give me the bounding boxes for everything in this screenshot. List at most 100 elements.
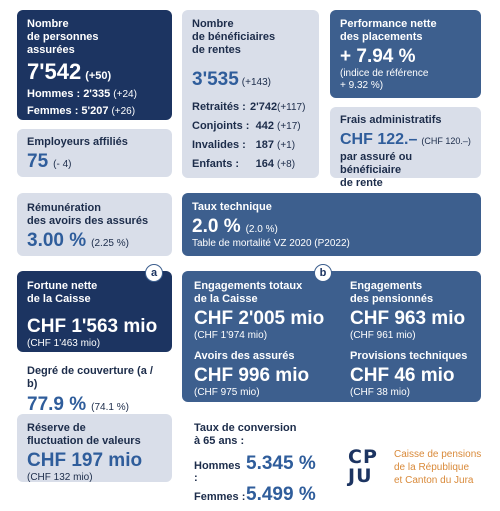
- beneficiaries-row-disabled: Invalides : 187 (+1): [192, 139, 309, 158]
- row-delta: (+8): [277, 159, 296, 170]
- row-value: 164: [255, 158, 274, 170]
- employers-title: Employeurs affiliés: [27, 136, 128, 148]
- net-assets-prev: (CHF 1'463 mio): [27, 338, 101, 349]
- reserve-value: CHF 197 mio: [27, 450, 143, 471]
- beneficiaries-row-children: Enfants : 164 (+8): [192, 158, 309, 177]
- row-value: 2'742: [250, 101, 278, 113]
- card-persons-insured: Nombre de personnes assurées 7'542 (+50)…: [17, 10, 172, 120]
- card-coverage-ratio: Degré de couverture (a / b) 77.9 % (74.1…: [17, 360, 172, 415]
- coverage-prev: (74.1 %): [91, 402, 129, 413]
- card-pension-beneficiaries: Nombre de bénéficiaires de rentes 3'535 …: [182, 10, 319, 178]
- net-assets-value: CHF 1'563 mio: [27, 316, 158, 337]
- remuneration-title-1: Rémunération: [27, 202, 101, 214]
- persons-men-label: Hommes :: [27, 88, 81, 100]
- persons-delta: (+50): [85, 70, 112, 82]
- coverage-title: Degré de couverture (a / b): [27, 365, 153, 390]
- row-label: Invalides :: [192, 139, 246, 151]
- card-remuneration: Rémunération des avoirs des assurés 3.00…: [17, 193, 172, 256]
- technical-rate-mortality-table: Table de mortalité VZ 2020 (P2022): [192, 238, 350, 249]
- technical-provisions-title: Provisions techniques: [350, 350, 468, 362]
- row-delta: (+1): [277, 140, 296, 151]
- pensioner-liabilities-title-1: Engagements: [350, 280, 423, 292]
- persons-women-delta: (+26): [111, 106, 136, 117]
- row-delta: (+17): [277, 121, 301, 132]
- persons-women-value: 5'207: [81, 105, 109, 117]
- employers-delta: (- 4): [53, 159, 72, 170]
- remuneration-value: 3.00 %: [27, 230, 87, 251]
- logo-text-line-1: Caisse de pensions: [394, 449, 482, 460]
- card-liabilities: Engagements totaux de la Caisse CHF 2'00…: [182, 271, 481, 402]
- pensioner-liabilities-title-2: des pensionnés: [350, 293, 434, 305]
- row-label: Enfants :: [192, 158, 240, 170]
- cpju-logo-mark: CP JU: [348, 448, 388, 486]
- card-net-assets: Fortune nette de la Caisse CHF 1'563 mio…: [17, 271, 172, 352]
- pensioner-liabilities-value: CHF 963 mio: [350, 308, 466, 329]
- total-liabilities-prev: (CHF 1'974 mio): [194, 330, 268, 341]
- persons-title-2: de personnes: [27, 31, 99, 43]
- logo-letters-bottom: JU: [348, 465, 373, 487]
- reserve-title-1: Réserve de: [27, 422, 86, 434]
- badge-b: b: [314, 264, 332, 282]
- total-liabilities-title-2: de la Caisse: [194, 293, 258, 305]
- remuneration-title-2: des avoirs des assurés: [27, 215, 149, 227]
- beneficiaries-title-1: Nombre: [192, 18, 234, 30]
- beneficiaries-row-retired: Retraités : 2'742 (+117): [192, 101, 309, 120]
- conversion-women-label: Femmes :: [194, 491, 246, 503]
- row-value: 442: [255, 120, 274, 132]
- row-label: Retraités :: [192, 101, 246, 113]
- card-admin-costs: Frais administratifs CHF 122.– (CHF 120.…: [330, 107, 481, 189]
- card-technical-rate: Taux technique 2.0 % (2.0 %) Table de mo…: [182, 193, 481, 256]
- persons-value: 7'542: [27, 59, 82, 84]
- persons-men-value: 2'335: [83, 88, 111, 100]
- insured-assets-value: CHF 996 mio: [194, 365, 310, 386]
- insured-assets-prev: (CHF 975 mio): [194, 387, 260, 398]
- beneficiaries-value: 3'535: [192, 69, 239, 90]
- performance-benchmark-1: (indice de référence: [340, 68, 429, 79]
- conversion-title-1: Taux de conversion: [194, 422, 297, 434]
- technical-provisions-value: CHF 46 mio: [350, 365, 455, 386]
- total-liabilities-title-1: Engagements totaux: [194, 280, 303, 292]
- logo-letters-top: CP: [348, 446, 378, 468]
- insured-assets-title: Avoirs des assurés: [194, 350, 295, 362]
- pensioner-liabilities-prev: (CHF 961 mio): [350, 330, 416, 341]
- technical-rate-value: 2.0 %: [192, 216, 241, 237]
- reserve-prev: (CHF 132 mio): [27, 472, 93, 483]
- card-net-performance: Performance nette des placements + 7.94 …: [330, 10, 481, 98]
- coverage-value: 77.9 %: [27, 394, 87, 415]
- conversion-title-2: à 65 ans :: [194, 435, 245, 447]
- admin-costs-sub-1: par assuré ou bénéficiaire: [340, 151, 413, 176]
- technical-rate-title: Taux technique: [192, 201, 272, 213]
- employers-value: 75: [27, 151, 49, 172]
- admin-costs-title: Frais administratifs: [340, 114, 442, 126]
- total-liabilities-value: CHF 2'005 mio: [194, 308, 325, 329]
- performance-title-2: des placements: [340, 31, 423, 43]
- persons-women-label: Femmes :: [27, 105, 79, 117]
- admin-costs-sub-2: de rente: [340, 177, 383, 189]
- performance-title-1: Performance nette: [340, 18, 437, 30]
- net-assets-title-2: de la Caisse: [27, 293, 91, 305]
- persons-men-delta: (+24): [113, 89, 137, 100]
- performance-value: + 7.94 %: [340, 46, 416, 67]
- technical-rate-prev: (2.0 %): [245, 224, 278, 235]
- card-fluctuation-reserve: Réserve de fluctuation de valeurs CHF 19…: [17, 414, 172, 483]
- beneficiaries-title-3: de rentes: [192, 44, 241, 56]
- admin-costs-prev: (CHF 120.–): [421, 136, 471, 146]
- row-label: Conjoints :: [192, 120, 250, 132]
- beneficiaries-title-2: de bénéficiaires: [192, 31, 276, 43]
- badge-a: a: [145, 264, 163, 282]
- card-conversion-rate: Taux de conversion à 65 ans : Hommes : 5…: [190, 420, 330, 505]
- performance-benchmark-2: + 9.32 %): [340, 80, 384, 91]
- logo-text-line-2: de la République: [394, 462, 470, 473]
- admin-costs-value: CHF 122.–: [340, 131, 418, 148]
- technical-provisions-prev: (CHF 38 mio): [350, 387, 411, 398]
- reserve-title-2: fluctuation de valeurs: [27, 435, 141, 447]
- card-affiliated-employers: Employeurs affiliés 75 (- 4): [17, 129, 172, 177]
- conversion-men-value: 5.345 %: [246, 453, 316, 474]
- persons-title-3: assurées: [27, 44, 75, 56]
- remuneration-prev: (2.25 %): [91, 238, 129, 249]
- logo-text-line-3: et Canton du Jura: [394, 475, 474, 486]
- conversion-women-value: 5.499 %: [246, 484, 316, 505]
- row-value: 187: [255, 139, 274, 151]
- beneficiaries-delta: (+143): [241, 77, 271, 88]
- conversion-men-label: Hommes :: [194, 460, 241, 484]
